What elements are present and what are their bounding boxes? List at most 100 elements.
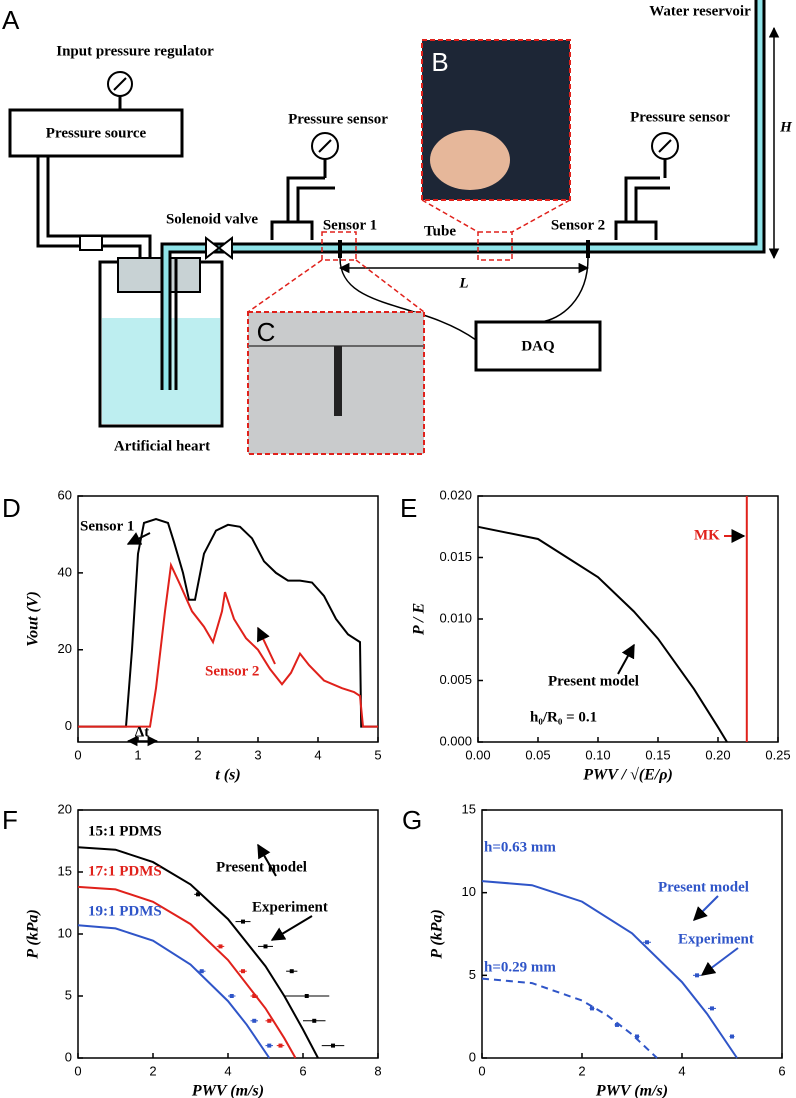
x-tick-label: 0.20 — [705, 747, 730, 762]
data-point — [615, 1022, 619, 1027]
label: Tube — [424, 223, 456, 239]
plot-frame — [77, 495, 379, 743]
y-tick-label: 20 — [58, 641, 72, 656]
data-point — [695, 973, 699, 978]
annotation-arrow — [257, 843, 277, 877]
series-label: 17:1 PDMS — [88, 863, 162, 879]
data-point — [196, 892, 200, 897]
line-series — [481, 880, 738, 1059]
data-point — [199, 969, 204, 974]
data-point — [635, 1034, 639, 1039]
annotation: Present model — [658, 879, 749, 895]
tube-water — [163, 0, 763, 390]
y-tick-label: 0.015 — [439, 549, 472, 564]
annotation: Experiment — [678, 931, 754, 947]
x-tick-label: 6 — [778, 1063, 785, 1078]
plot-frame — [477, 495, 779, 743]
label: Pressure source — [46, 125, 147, 141]
x-tick-label: 2 — [578, 1063, 585, 1078]
data-point — [241, 919, 245, 924]
x-tick-label: 0 — [478, 1063, 485, 1078]
series-label: h=0.29 mm — [484, 959, 556, 975]
x-tick-label: 2 — [194, 747, 201, 762]
series-label: 19:1 PDMS — [88, 903, 162, 919]
line-series — [78, 561, 378, 728]
annotation: Present model — [216, 859, 307, 875]
data-point — [252, 994, 257, 998]
label: Input pressure regulator — [56, 43, 214, 59]
gauge-needle — [113, 77, 127, 91]
x-tick-label: 0.15 — [645, 747, 670, 762]
annotation: Δt — [135, 724, 149, 740]
series-label: h=0.63 mm — [484, 839, 556, 855]
lid — [117, 257, 201, 293]
data-point — [331, 1043, 335, 1048]
data-point — [278, 1043, 283, 1048]
y-tick-label: 0.020 — [439, 487, 472, 502]
x-tick-label: 0.25 — [765, 747, 790, 762]
x-tick-label: 5 — [374, 747, 381, 762]
y-tick-label: 5 — [65, 987, 72, 1002]
photo-content — [430, 130, 510, 190]
y-tick-label: 0.005 — [439, 672, 472, 687]
data-point — [229, 994, 234, 998]
data-point — [267, 1043, 272, 1048]
line-series — [78, 518, 378, 728]
line-series — [477, 525, 728, 743]
y-tick-label: 0 — [65, 1049, 72, 1064]
valve — [205, 235, 233, 261]
series-label: Sensor 2 — [205, 663, 259, 679]
line-series — [77, 924, 271, 1059]
y-tick-label: 0.000 — [439, 733, 472, 748]
label: Pressure sensor — [630, 109, 730, 125]
y-tick-label: 60 — [58, 487, 72, 502]
label: Sensor 2 — [551, 217, 605, 233]
label: DAQ — [521, 338, 555, 354]
series-label: Sensor 1 — [80, 518, 134, 534]
annotation-arrow — [257, 626, 276, 665]
y-tick-label: 0 — [469, 1049, 476, 1064]
data-point — [267, 1018, 272, 1023]
x-tick-label: 4 — [678, 1063, 685, 1078]
x-axis-label: t (s) — [215, 767, 240, 784]
annotation: Experiment — [252, 899, 328, 915]
y-tick-label: 20 — [58, 801, 72, 816]
data-point — [218, 944, 223, 949]
annotation-arrow — [693, 895, 719, 921]
data-point — [304, 994, 309, 998]
panel-label: E — [400, 493, 417, 523]
x-tick-label: 1 — [134, 747, 141, 762]
gauge-needle — [658, 139, 672, 153]
x-tick-label: 0.00 — [465, 747, 490, 762]
label: Artificial heart — [114, 438, 210, 454]
zoom-box — [321, 231, 357, 261]
panel-label: G — [402, 805, 422, 835]
gauge-needle — [318, 139, 332, 153]
data-point — [590, 1006, 594, 1011]
y-axis-label: P (kPa) — [429, 909, 446, 960]
label: L — [458, 275, 468, 291]
label: Solenoid valve — [166, 211, 258, 227]
panel-label: C — [257, 317, 276, 347]
data-point — [263, 944, 268, 949]
y-tick-label: 15 — [58, 863, 72, 878]
label: Water reservoir — [649, 3, 751, 19]
box — [474, 320, 602, 372]
line-series — [481, 977, 658, 1059]
photo-content — [334, 346, 342, 416]
y-axis-label: P / E — [411, 603, 428, 636]
panel-label: D — [2, 493, 21, 523]
x-tick-label: 0 — [74, 747, 81, 762]
series-label: Present model — [548, 673, 639, 689]
y-axis-label: Vout (V) — [25, 591, 42, 647]
x-axis-label: PWV (m/s) — [595, 1083, 668, 1098]
series-label: 15:1 PDMS — [88, 823, 162, 839]
zoom-line — [247, 259, 425, 313]
label: Sensor 1 — [323, 217, 377, 233]
x-tick-label: 8 — [374, 1063, 381, 1078]
panel-label: F — [2, 805, 18, 835]
data-point — [241, 969, 245, 974]
series-label: MK — [694, 527, 720, 543]
x-tick-label: 2 — [149, 1063, 156, 1078]
